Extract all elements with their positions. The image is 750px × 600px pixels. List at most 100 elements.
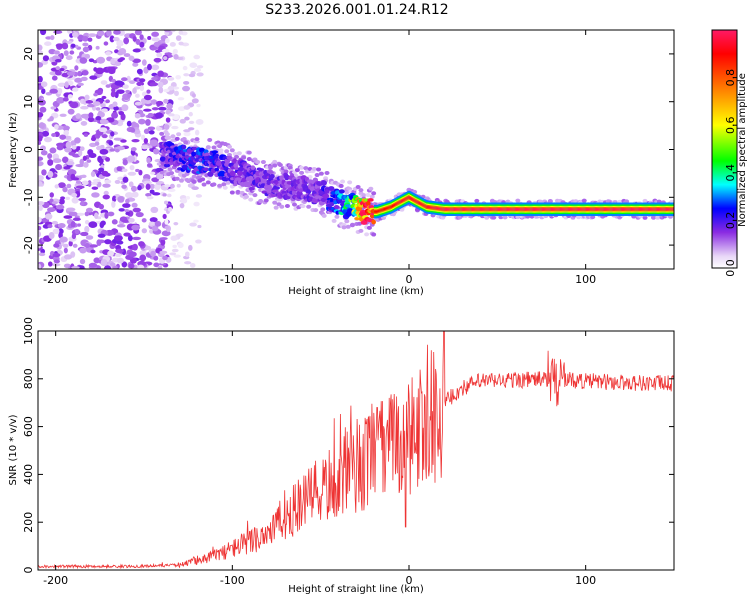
spectrogram-ridge-band [584,208,587,211]
spectrogram-noise-cell [52,252,61,258]
spectrogram-ridge-band [603,208,606,211]
spectrogram-ridge-band [459,208,462,211]
spectrogram-noise-cell [135,168,140,173]
spectrogram-ridge-band [659,208,661,211]
spectrogram-noise-cell [62,186,68,193]
spectrogram-ridge-band [504,208,507,211]
spectrogram-ridge-band [583,208,586,211]
spectrogram-ytick-label: -20 [22,236,35,254]
spectrogram-noise-cell [196,72,204,77]
spectrogram-noise-cell [164,200,169,205]
spectrogram-ridge-band [628,208,631,211]
spectrogram-ridge-band [545,208,548,211]
spectrogram-ridge-band [510,208,513,211]
spectrogram-ridge-band [508,208,511,211]
spectrogram-noise-cell [59,134,67,140]
spectrogram-noise-cell [61,42,69,50]
spectrogram-noise-cell [131,185,137,192]
spectrogram-ridge-band [559,208,562,211]
spectrogram-ridge-band [426,205,429,209]
spectrogram-noise-cell [148,130,155,135]
spectrogram-ridge-halo [368,186,374,191]
spectrogram-ridge-band [631,208,634,211]
spectrogram-noise-cell [79,258,86,265]
spectrogram-noise-cell [137,185,142,191]
spectrogram-ridge-band [656,208,659,211]
spectrogram-ridge-band [581,208,584,211]
spectrogram-ridge-cell [218,170,226,177]
spectrogram-noise-cell [72,243,78,248]
spectrogram-noise-cell [175,35,182,41]
spectrogram-noise-cell [137,264,145,269]
spectrogram-ridge-halo [211,182,217,187]
spectrogram-noise-cell [153,148,160,155]
spectrogram-noise-cell [75,180,82,184]
spectrogram-noise-cell [103,190,109,196]
spectrogram-noise-cell [88,58,95,63]
spectrogram-noise-cell [153,262,160,268]
spectrogram-ridge-band [406,197,409,200]
spectrogram-noise-cell [128,251,137,258]
spectrogram-ridge-band [456,208,459,211]
spectrogram-noise-cell [38,75,43,83]
spectrogram-noise-cell [183,80,190,85]
spectrogram-noise-cell [71,145,77,150]
spectrogram-ridge-band [435,207,438,210]
spectrogram-noise-cell [47,224,53,229]
spectrogram-ridge-halo [341,225,347,230]
spectrogram-ridge-halo [314,173,320,178]
spectrogram-ridge-band [608,208,610,211]
spectrogram-noise-cell [93,67,98,72]
spectrogram-ridge-halo [252,193,258,198]
spectrogram-noise-cell [154,183,161,191]
spectrogram-ridge-band [484,208,486,211]
spectrogram-ridge-band [651,208,654,211]
spectrogram-ridge-halo [183,140,189,145]
spectrogram-ridge-band [453,208,456,211]
spectrogram-noise-cell [131,191,139,198]
spectrogram-noise-cell [56,87,63,95]
spectrogram-ridge-band [607,208,609,211]
spectrogram-noise-cell [128,181,134,188]
spectrogram-noise-cell [80,105,89,110]
spectrogram-noise-cell [151,225,159,232]
spectrogram-ridge-halo [321,213,327,218]
spectrogram-noise-cell [120,139,127,143]
spectrogram-ridge-halo [357,221,363,226]
spectrogram-ridge-cell [159,156,166,162]
spectrogram-noise-cell [125,211,130,216]
spectrogram-noise-cell [100,220,106,226]
spectrogram-noise-cell [188,244,193,251]
spectrogram-noise-cell [164,184,170,188]
spectrogram-noise-cell [164,135,172,140]
spectrogram-noise-cell [132,48,141,53]
spectrogram-ridge-band [439,207,442,210]
spectrogram-noise-cell [131,224,141,231]
spectrogram-ridge-band [653,208,656,211]
spectrogram-ridge-band [665,208,668,211]
spectrogram-noise-cell [40,81,48,88]
spectrogram-noise-cell [80,76,88,82]
spectrogram-noise-cell [87,180,92,187]
spectrogram-ridge-band [399,201,402,204]
spectrogram-noise-cell [49,116,54,122]
spectrogram-noise-cell [69,50,75,55]
spectrogram-ridge-band [462,208,465,211]
spectrogram-noise-cell [156,52,163,58]
spectrogram-ridge-band [492,208,495,211]
spectrogram-noise-cell [138,118,146,125]
spectrogram-noise-cell [128,263,135,269]
spectrogram-noise-cell [91,186,99,190]
spectrogram-xlabel: Height of straight line (km) [288,286,424,297]
spectrogram-noise-cell [72,87,79,92]
spectrogram-noise-cell [162,255,168,261]
spectrogram-ridge-band [615,208,618,211]
spectrogram-noise-cell [61,72,69,78]
spectrogram-noise-cell [102,194,110,200]
spectrogram-noise-cell [108,140,114,146]
spectrogram-ridge-band [630,208,633,211]
spectrogram-ridge-band [380,209,383,212]
spectrogram-ridge-band [424,205,427,208]
spectrogram-ridge-cell [267,184,272,189]
